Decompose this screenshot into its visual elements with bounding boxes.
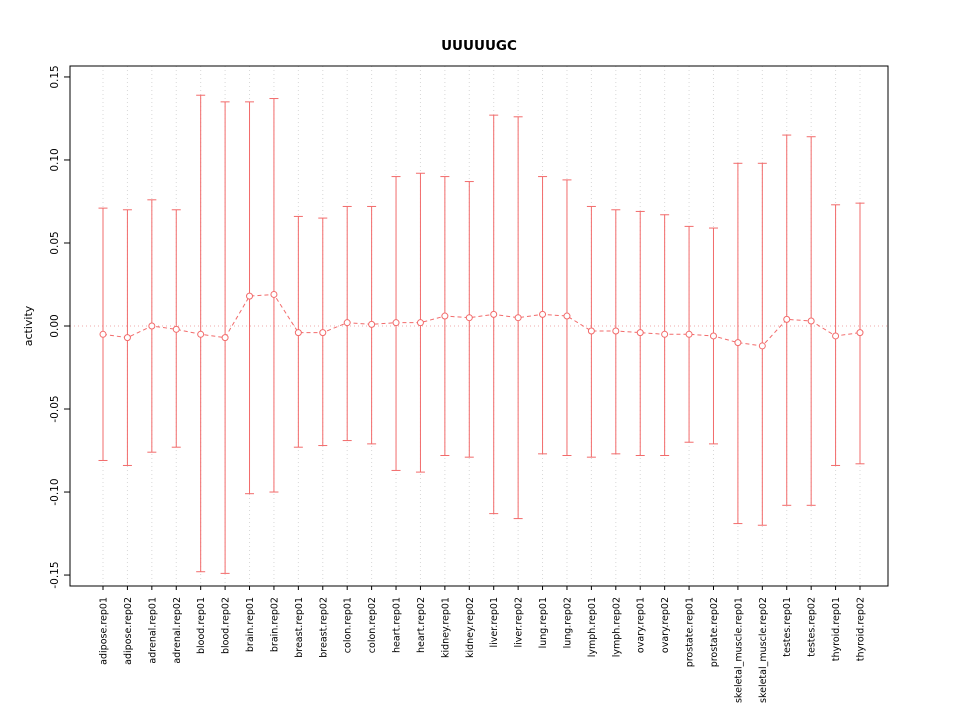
data-point — [148, 322, 156, 330]
data-point — [587, 327, 595, 335]
x-tick-label: testes.rep02 — [807, 597, 818, 657]
data-point — [636, 329, 644, 337]
data-point — [539, 310, 547, 318]
x-tick-label: heart.rep02 — [416, 597, 427, 653]
x-tick-label: liver.rep01 — [489, 597, 500, 647]
data-point — [807, 317, 815, 325]
x-tick-label: lymph.rep01 — [587, 597, 598, 657]
x-tick-label: breast.rep02 — [318, 597, 329, 658]
x-tick-label: thyroid.rep01 — [831, 597, 842, 661]
x-tick-label: breast.rep01 — [294, 597, 305, 658]
x-tick-label: heart.rep01 — [392, 597, 403, 653]
data-point — [734, 339, 742, 347]
x-tick-label: blood.rep02 — [221, 597, 232, 654]
x-tick-label: adipose.rep01 — [99, 597, 110, 665]
chart-title: UUUUUGC — [441, 38, 517, 54]
x-tick-label: adrenal.rep02 — [172, 597, 183, 664]
x-tick-label: skeletal_muscle.rep01 — [733, 597, 744, 703]
data-point — [368, 320, 376, 328]
y-tick-label: -0.05 — [49, 395, 61, 422]
x-tick-label: brain.rep02 — [269, 597, 280, 652]
data-point — [441, 312, 449, 320]
x-tick-label: colon.rep01 — [343, 597, 354, 653]
data-point — [416, 319, 424, 327]
y-tick-label: 0.10 — [49, 148, 61, 171]
data-point — [490, 310, 498, 318]
x-tick-label: adrenal.rep01 — [147, 597, 158, 664]
data-point — [514, 314, 522, 322]
data-point — [465, 314, 473, 322]
data-point — [783, 315, 791, 323]
x-tick-label: adipose.rep02 — [123, 597, 134, 665]
y-tick-label: -0.15 — [49, 561, 61, 588]
x-tick-label: kidney.rep02 — [465, 597, 476, 658]
x-tick-label: colon.rep02 — [367, 597, 378, 653]
x-tick-label: kidney.rep01 — [440, 597, 451, 658]
data-point — [661, 330, 669, 338]
data-point — [221, 334, 229, 342]
data-point — [709, 332, 717, 340]
data-point — [392, 319, 400, 327]
data-point — [856, 329, 864, 337]
data-point — [758, 342, 766, 350]
x-tick-label: thyroid.rep02 — [856, 597, 867, 661]
data-point — [270, 290, 278, 298]
x-tick-label: ovary.rep01 — [636, 597, 647, 653]
data-point — [123, 334, 131, 342]
data-point — [99, 330, 107, 338]
data-point — [294, 329, 302, 337]
data-point — [197, 330, 205, 338]
data-point — [172, 325, 180, 333]
x-tick-label: testes.rep01 — [782, 597, 793, 657]
x-tick-label: lung.rep01 — [538, 597, 549, 648]
data-point — [612, 327, 620, 335]
data-point — [319, 329, 327, 337]
y-tick-label: -0.10 — [49, 478, 61, 505]
x-tick-label: blood.rep01 — [196, 597, 207, 654]
y-tick-label: 0.05 — [49, 231, 61, 254]
y-tick-label: 0.00 — [49, 314, 61, 337]
x-tick-label: brain.rep01 — [245, 597, 256, 652]
x-tick-label: ovary.rep02 — [660, 597, 671, 653]
x-tick-label: lung.rep02 — [562, 597, 573, 648]
y-tick-label: 0.15 — [49, 65, 61, 88]
x-tick-label: liver.rep02 — [514, 597, 525, 647]
x-tick-label: prostate.rep01 — [685, 597, 696, 667]
data-point — [246, 292, 254, 300]
data-point — [563, 312, 571, 320]
x-tick-label: lymph.rep02 — [611, 597, 622, 657]
data-point — [343, 319, 351, 327]
x-tick-label: prostate.rep02 — [709, 597, 720, 667]
data-point — [685, 330, 693, 338]
series-line — [102, 293, 861, 347]
x-tick-label: skeletal_muscle.rep02 — [758, 597, 769, 703]
data-point — [832, 332, 840, 340]
